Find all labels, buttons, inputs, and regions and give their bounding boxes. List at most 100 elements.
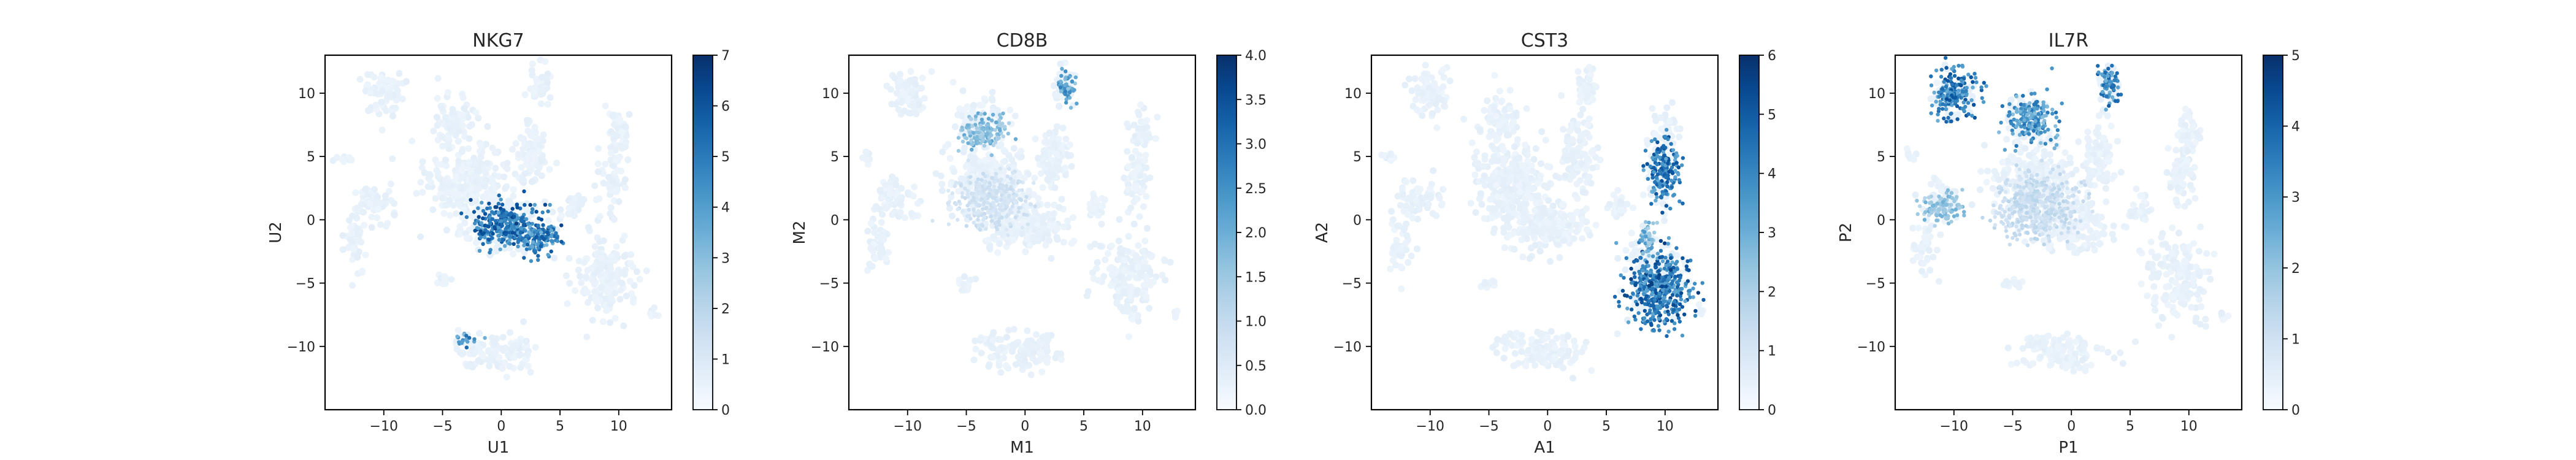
data-point bbox=[1508, 193, 1516, 201]
data-point bbox=[455, 158, 462, 165]
colorbar-tick-label: 2 bbox=[721, 302, 730, 317]
data-point-high bbox=[455, 334, 459, 339]
data-point bbox=[1108, 271, 1116, 278]
data-point-high bbox=[964, 224, 969, 228]
data-point bbox=[1559, 334, 1566, 341]
data-point-high bbox=[494, 205, 499, 209]
data-point bbox=[1056, 102, 1063, 110]
data-point-high bbox=[968, 181, 973, 185]
data-point bbox=[1094, 259, 1101, 266]
data-point bbox=[512, 140, 519, 147]
data-point bbox=[1471, 154, 1478, 161]
data-point bbox=[1124, 308, 1132, 315]
data-point-high bbox=[481, 209, 486, 213]
data-point bbox=[1514, 136, 1521, 143]
data-point bbox=[866, 261, 873, 268]
data-point bbox=[1394, 193, 1401, 200]
data-point-high bbox=[473, 221, 477, 226]
data-point bbox=[1034, 155, 1041, 162]
data-point bbox=[1095, 212, 1102, 219]
data-point bbox=[607, 204, 615, 211]
data-point bbox=[1509, 204, 1517, 210]
data-point-high bbox=[479, 221, 484, 225]
data-point-high bbox=[542, 237, 546, 242]
data-point bbox=[1614, 255, 1622, 262]
data-point-high bbox=[1663, 256, 1668, 260]
data-point bbox=[897, 200, 904, 207]
data-point bbox=[1560, 364, 1567, 372]
data-point bbox=[897, 71, 903, 78]
data-point bbox=[482, 170, 489, 177]
data-point bbox=[618, 280, 626, 286]
data-point-high bbox=[956, 136, 961, 140]
data-point-high bbox=[476, 206, 480, 210]
data-point bbox=[594, 267, 601, 275]
data-point bbox=[450, 109, 457, 116]
data-point bbox=[1143, 293, 1150, 301]
data-point-high bbox=[978, 184, 982, 188]
data-point bbox=[1628, 241, 1636, 248]
data-point bbox=[594, 168, 602, 175]
data-point bbox=[506, 362, 513, 370]
data-point bbox=[897, 77, 904, 84]
data-point bbox=[864, 228, 872, 235]
data-point bbox=[1639, 222, 1647, 229]
data-point-high bbox=[1060, 67, 1064, 71]
data-point bbox=[517, 364, 524, 371]
data-point bbox=[1488, 158, 1495, 165]
data-point bbox=[1523, 105, 1530, 112]
data-point bbox=[383, 223, 390, 230]
data-point bbox=[385, 188, 393, 195]
data-point bbox=[534, 169, 541, 176]
data-point bbox=[1476, 126, 1484, 133]
data-point bbox=[558, 212, 565, 219]
data-point bbox=[1414, 215, 1422, 223]
data-point bbox=[607, 301, 614, 308]
data-point bbox=[626, 278, 634, 285]
data-point-high bbox=[477, 215, 481, 219]
data-point bbox=[472, 109, 480, 117]
data-point bbox=[631, 282, 638, 289]
data-point bbox=[434, 169, 442, 177]
data-point bbox=[1027, 371, 1035, 378]
data-point bbox=[1569, 137, 1576, 144]
data-point bbox=[592, 196, 600, 204]
data-point bbox=[389, 155, 396, 163]
data-point bbox=[1570, 235, 1577, 242]
data-point bbox=[439, 194, 446, 202]
data-point bbox=[1037, 337, 1043, 345]
data-point bbox=[591, 182, 599, 190]
data-point bbox=[527, 369, 534, 376]
data-point bbox=[1387, 157, 1395, 164]
data-point bbox=[1468, 139, 1476, 147]
data-point bbox=[938, 187, 946, 194]
data-point bbox=[948, 193, 955, 201]
data-point bbox=[1516, 188, 1524, 196]
data-point bbox=[512, 171, 519, 178]
data-point bbox=[1488, 214, 1495, 221]
data-point-high bbox=[950, 191, 955, 196]
data-point bbox=[1566, 127, 1573, 134]
data-point bbox=[602, 161, 609, 168]
data-point bbox=[961, 273, 968, 280]
data-point bbox=[606, 184, 613, 191]
data-point-high bbox=[963, 196, 967, 201]
data-point bbox=[1123, 302, 1130, 309]
data-point-high bbox=[976, 177, 981, 182]
data-point bbox=[997, 336, 1005, 343]
data-point bbox=[1093, 265, 1100, 272]
data-point-high bbox=[494, 229, 499, 234]
data-point bbox=[867, 245, 875, 252]
data-point bbox=[1051, 140, 1058, 148]
data-point bbox=[880, 236, 887, 243]
data-point bbox=[461, 105, 468, 112]
data-point-high bbox=[508, 234, 512, 239]
data-point-high bbox=[1687, 268, 1691, 272]
data-point bbox=[1438, 200, 1446, 207]
data-point-high bbox=[1025, 222, 1030, 226]
data-point bbox=[521, 170, 529, 177]
data-point bbox=[588, 264, 596, 272]
data-point bbox=[1568, 151, 1575, 159]
data-point bbox=[932, 170, 940, 177]
